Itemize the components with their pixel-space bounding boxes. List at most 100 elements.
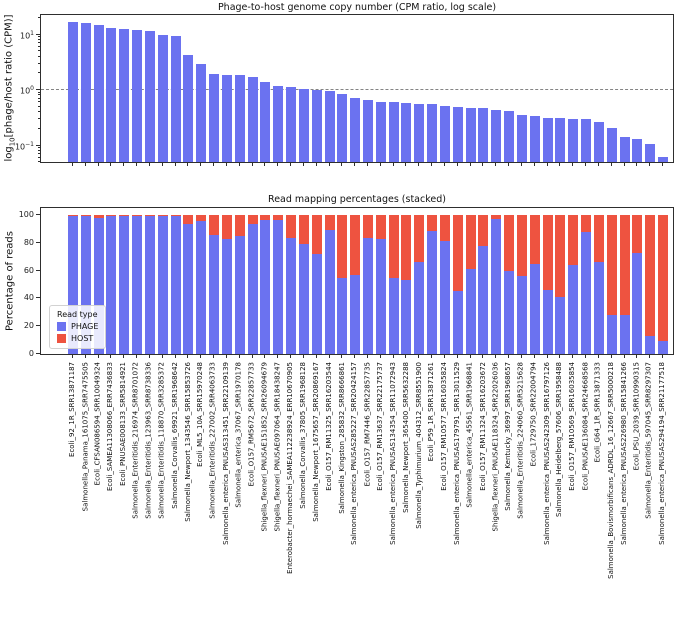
phage-bar (273, 220, 284, 354)
host-bar (427, 215, 438, 231)
host-bar (375, 215, 386, 240)
phage-bar (568, 265, 579, 354)
x-tick (443, 355, 445, 358)
phage-bar (529, 263, 540, 354)
y-tick-minor (37, 101, 40, 103)
x-tick-label: Salmonella_enterica_PNUSAS294194_SRR2117… (658, 362, 666, 545)
x-tick (443, 163, 445, 166)
x-tick (123, 355, 125, 358)
host-bar (658, 215, 668, 342)
host-bar (516, 215, 527, 277)
x-tick-label: Salmonella_Enteritidis_123963_SRR8738336 (144, 362, 153, 519)
ratio-bar (234, 75, 245, 162)
y-tick-label: 20 (23, 321, 34, 331)
ratio-bar (286, 87, 297, 162)
phage-bar (581, 231, 592, 354)
x-tick (302, 355, 304, 358)
ratio-bar (645, 144, 656, 162)
ratio-bar (375, 101, 386, 162)
phage-bar (132, 215, 143, 354)
phage-bar (452, 290, 463, 354)
x-tick-label: Salmonella_enterica_PNUSAS285227_SRR2042… (350, 362, 359, 545)
legend-entries: PHAGE HOST (57, 322, 98, 343)
host-bar (260, 215, 271, 220)
y-tick-major (36, 353, 40, 354)
y-tick-major (36, 214, 40, 215)
phage-bar (93, 217, 104, 354)
phage-bar (324, 229, 335, 354)
x-tick (597, 355, 599, 358)
host-bar (273, 215, 284, 220)
y-tick-exponent: 1 (30, 29, 34, 37)
ratio-bar (452, 107, 463, 162)
x-tick (251, 355, 253, 358)
ratio-bar (529, 115, 540, 162)
phage-bar (593, 262, 604, 354)
x-tick (213, 163, 215, 166)
host-bar (68, 215, 78, 216)
x-tick (251, 163, 253, 166)
ratio-bar (619, 137, 630, 162)
y-tick-major (36, 325, 40, 327)
ratio-bar (209, 73, 220, 162)
phage-bar (119, 215, 130, 354)
y-tick-major (36, 241, 40, 243)
ratio-bar (170, 35, 181, 162)
x-tick-label: Ecoli_O157_RM7446_SRR22857735 (363, 362, 371, 487)
host-bar (337, 215, 348, 278)
ratio-bar (593, 122, 604, 162)
x-tick (161, 163, 163, 166)
y-tick-minor (37, 55, 40, 57)
ratio-bar (439, 106, 450, 162)
ratio-bar (568, 119, 579, 162)
x-tick (482, 163, 484, 166)
x-tick (187, 163, 189, 166)
host-bar (414, 215, 425, 263)
x-tick (662, 163, 663, 166)
x-tick (97, 355, 99, 358)
x-tick-label: Salmonella_enterica_37067_SRR1970178 (234, 362, 243, 508)
x-tick-label: Salmonella_Enteritidis_216974_SRR8701072 (132, 362, 141, 519)
phage-bar (247, 224, 258, 354)
y-tick-minor (37, 161, 40, 163)
phage-bar (337, 277, 348, 354)
y-tick-minor (37, 16, 40, 18)
x-tick (200, 355, 202, 358)
host-bar (196, 215, 207, 221)
top-chart-plot-area (40, 14, 674, 163)
phage-bar (542, 290, 553, 354)
ratio-bar (260, 81, 271, 162)
host-bar (504, 215, 515, 271)
x-tick (225, 355, 227, 358)
host-bar (157, 215, 168, 217)
y-tick-minor (37, 97, 40, 99)
y-tick-exponent: 0 (30, 85, 34, 92)
phage-bar (606, 315, 617, 354)
x-tick (456, 163, 458, 166)
x-tick-label: Salmonella_enterica_PNUSAS179791_SRR1301… (452, 362, 461, 545)
phage-bar (260, 219, 271, 354)
x-tick-label: Salmonella_Corvallis_69921_SRR1968642 (170, 362, 179, 509)
x-tick-label: Salmonella_Enteritidis_227002_SRR4063733 (209, 362, 218, 519)
ratio-bar (542, 117, 553, 162)
host-bar (286, 215, 297, 238)
ratio-bar (157, 34, 168, 162)
x-tick-label: Shigella_flexneri_PNUSAE118324_SRR220260… (491, 362, 500, 532)
x-tick (341, 355, 343, 358)
x-tick (264, 163, 266, 166)
y-tick-minor (37, 156, 40, 158)
x-tick-label: Shigella_flexneri_PNUSAE151852_SRR260946… (260, 362, 269, 532)
x-tick (225, 163, 227, 166)
host-bar (363, 215, 373, 238)
x-tick (495, 355, 497, 358)
x-tick-label: Salmonella_Typhimurium_404312_SRR8551900 (414, 362, 423, 529)
phage-bar (68, 215, 78, 354)
x-tick-label: Salmonella_Corvallis_37805_SRR1968128 (298, 362, 307, 509)
x-tick (469, 355, 471, 358)
host-bar (170, 215, 181, 216)
x-tick (597, 163, 599, 166)
y-tick-label: 100 (19, 85, 34, 96)
x-tick (649, 355, 651, 358)
ratio-bar (324, 91, 335, 162)
x-tick (367, 355, 368, 358)
